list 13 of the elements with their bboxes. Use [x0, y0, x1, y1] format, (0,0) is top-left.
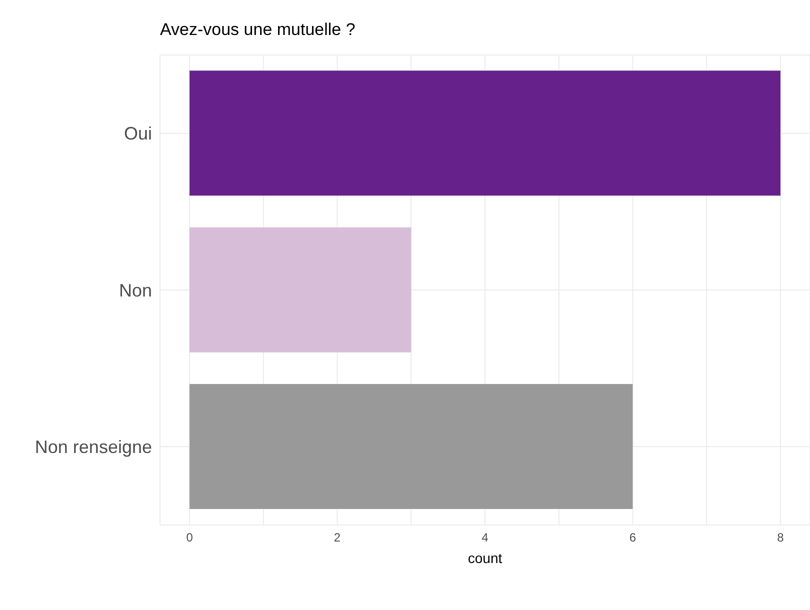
- x-tick-label: 6: [629, 530, 636, 545]
- x-tick-label: 8: [777, 530, 784, 545]
- bar: [190, 227, 412, 352]
- bar: [190, 70, 780, 196]
- y-tick-label: Oui: [124, 124, 152, 144]
- bar: [190, 384, 633, 509]
- y-tick-label: Non: [118, 280, 152, 300]
- x-axis-title: count: [468, 550, 502, 566]
- x-tick-label: 0: [186, 530, 194, 545]
- chart-title: Avez-vous une mutuelle ?: [160, 20, 356, 40]
- y-tick-label: Non renseigne: [34, 437, 152, 458]
- x-tick-label: 2: [334, 530, 341, 545]
- x-tick-label: 4: [482, 530, 489, 545]
